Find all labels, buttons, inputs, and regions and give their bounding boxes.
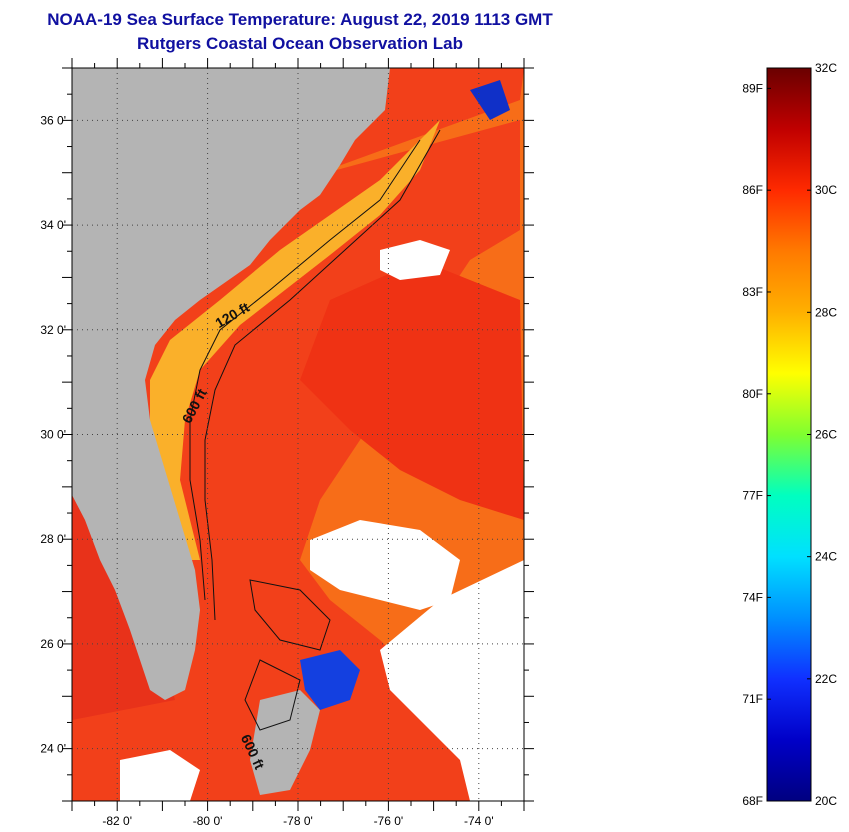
lat-label: 36 0' <box>40 113 66 127</box>
colorbar-label-c: 20C <box>815 794 837 808</box>
colorbar-label-c: 22C <box>815 672 837 686</box>
map-title: NOAA-19 Sea Surface Temperature: August … <box>47 10 553 29</box>
lat-label: 28 0' <box>40 532 66 546</box>
colorbar-label-f: 80F <box>742 387 763 401</box>
cloud-patch-north <box>380 240 450 280</box>
lon-label: -76 0' <box>374 814 404 828</box>
colorbar-label-f: 77F <box>742 489 763 503</box>
ocean-east-zone <box>300 260 524 520</box>
lat-label: 30 0' <box>40 428 66 442</box>
colorbar-label-f: 89F <box>742 81 763 95</box>
cloud-patch-keys <box>120 750 200 801</box>
lon-label: -82 0' <box>102 814 132 828</box>
land-us-southeast <box>72 68 390 700</box>
cold-patch-bahamas <box>300 650 360 710</box>
map-subtitle: Rutgers Coastal Ocean Observation Lab <box>137 34 463 53</box>
colorbar-label-c: 30C <box>815 183 837 197</box>
lat-label: 32 0' <box>40 323 66 337</box>
colorbar-label-f: 74F <box>742 590 763 604</box>
ocean-shelf-zone <box>150 120 440 560</box>
map-axis-ticks <box>62 58 534 811</box>
lon-label: -74 0' <box>464 814 494 828</box>
lat-label: 26 0' <box>40 637 66 651</box>
lat-label: 24 0' <box>40 742 66 756</box>
colorbar-label-c: 24C <box>815 550 837 564</box>
colorbar-label-f: 86F <box>742 183 763 197</box>
contour-bahamas <box>244 579 331 731</box>
land-cuba <box>250 690 320 795</box>
contour-120ft <box>189 139 421 601</box>
colorbar-label-c: 26C <box>815 428 837 442</box>
colorbar-label-f: 68F <box>742 794 763 808</box>
map-axis-labels: -82 0' -80 0' -78 0' -76 0' -74 0' 36 0' 34 0'… <box>40 113 493 828</box>
colorbar <box>766 67 812 802</box>
lon-label: -80 0' <box>193 814 223 828</box>
lon-label: -78 0' <box>283 814 313 828</box>
map-gridlines <box>72 68 524 801</box>
colorbar-ticks: 32C 30C 28C 26C 24C 22C 20C 89F 86F 83F 80F 77F 74F 7… <box>742 61 837 808</box>
colorbar-label-c: 28C <box>815 305 837 319</box>
colorbar-label-f: 83F <box>742 285 763 299</box>
lat-label: 34 0' <box>40 218 66 232</box>
colorbar-label-f: 71F <box>742 692 763 706</box>
cold-patch-carolina <box>470 80 510 120</box>
cloud-patch-southeast <box>380 560 524 801</box>
colorbar-label-c: 32C <box>815 61 837 75</box>
cloud-patch-south <box>310 520 460 610</box>
